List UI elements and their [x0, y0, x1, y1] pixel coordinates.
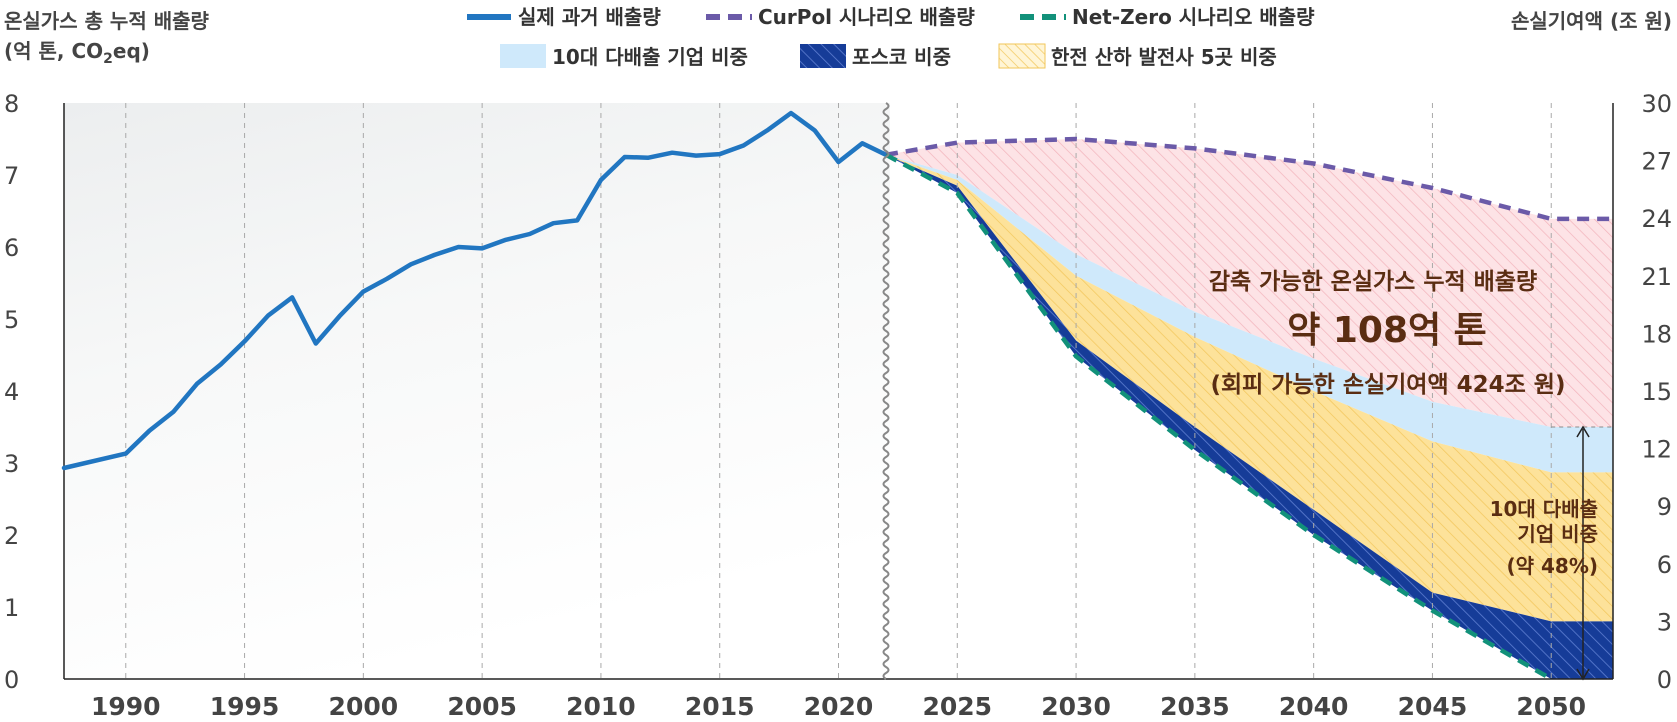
top10-share-value: (약 48%) [1506, 554, 1598, 578]
y-tick-label-right: 15 [1641, 378, 1672, 406]
y-tick-label-right: 27 [1641, 148, 1672, 176]
x-tick-label: 2010 [566, 692, 636, 721]
legend-label-posco: 포스코 비중 [852, 45, 951, 69]
top10-share-label-line2: 기업 비중 [1517, 522, 1598, 546]
x-tick-label: 2005 [447, 692, 517, 721]
series-line-0 [61, 110, 889, 471]
y-tick-label-right: 12 [1641, 436, 1672, 464]
top10-band [886, 154, 1613, 473]
x-tick-label: 2025 [922, 692, 992, 721]
top10-share-label-line1: 10대 다배출 [1490, 497, 1598, 521]
legend-label-top10: 10대 다배출 기업 비중 [552, 45, 748, 69]
x-tick-label: 2030 [1041, 692, 1111, 721]
x-tick-label: 2035 [1160, 692, 1230, 721]
posco-band [886, 154, 1613, 679]
y-tick-label-right: 3 [1657, 608, 1672, 636]
series-line-1 [885, 136, 1613, 222]
y-tick-label-left: 3 [4, 450, 19, 478]
y-tick-label-left: 2 [4, 522, 19, 550]
x-tick-label: 2050 [1516, 692, 1586, 721]
reduction-value: 약 108억 톤 [1287, 310, 1487, 351]
legend-item-actual: 실제 과거 배출량 [467, 5, 661, 29]
y-tick-label-right: 6 [1657, 551, 1672, 579]
y-tick-label-right: 9 [1657, 493, 1672, 521]
legend-item-top10: 10대 다배출 기업 비중 [500, 44, 748, 69]
top10-share-arrow-head-down [1576, 668, 1590, 681]
legend-item-curpol: CurPol 시나리오 배출량 [706, 5, 975, 29]
x-tick-label: 2000 [329, 692, 399, 721]
y-tick-label-right: 21 [1641, 263, 1672, 291]
left-axis-title-line1: 온실가스 총 누적 배출량 [4, 9, 209, 33]
y-tick-label-right: 0 [1657, 666, 1672, 694]
x-tick-label: 2015 [685, 692, 755, 721]
y-tick-label-left: 5 [4, 306, 19, 334]
y-tick-label-left: 8 [4, 90, 19, 118]
y-tick-label-left: 4 [4, 378, 19, 406]
plot-area [64, 103, 1613, 679]
history-projection-separator [882, 102, 890, 680]
reduction-label: 감축 가능한 온실가스 누적 배출량 [1209, 269, 1537, 295]
history-background [64, 103, 890, 679]
x-tick-label: 2045 [1398, 692, 1468, 721]
legend-swatch-kepco [998, 43, 1046, 69]
y-tick-label-left: 7 [4, 162, 19, 190]
top10-share-annotation: 10대 다배출 기업 비중 (약 48%) [1490, 425, 1598, 681]
reduction-annotation: 감축 가능한 온실가스 누적 배출량 약 108억 톤 (회피 가능한 손실기여… [1209, 269, 1566, 398]
right-axis-title: 손실기여액 (조 원) [1511, 9, 1672, 33]
legend-item-posco: 포스코 비중 [800, 44, 951, 69]
legend-swatch-top10 [500, 44, 546, 68]
x-tick-label: 2020 [804, 692, 874, 721]
legend-swatch-posco [800, 44, 846, 68]
y-tick-label-left: 0 [4, 666, 19, 694]
legend-label-actual: 실제 과거 배출량 [518, 5, 661, 29]
x-tick-label: 1995 [210, 692, 280, 721]
y-tick-label-right: 18 [1641, 320, 1672, 348]
y-tick-label-right: 24 [1641, 205, 1672, 233]
legend-item-kepco: 한전 산하 발전사 5곳 비중 [998, 43, 1277, 69]
kepco-band [886, 154, 1613, 622]
y-tick-label-left: 6 [4, 234, 19, 262]
y-tick-label-right: 30 [1641, 90, 1672, 118]
y-tick-label-left: 1 [4, 594, 19, 622]
x-tick-label: 2040 [1279, 692, 1349, 721]
legend-item-netzero: Net-Zero 시나리오 배출량 [1020, 5, 1315, 29]
series-line-2 [884, 152, 1553, 681]
legend-label-kepco: 한전 산하 발전사 5곳 비중 [1051, 45, 1277, 69]
legend-label-netzero: Net-Zero 시나리오 배출량 [1072, 5, 1315, 29]
left-axis-title-line2: (억 톤, CO2eq) [4, 39, 150, 67]
legend: 실제 과거 배출량 CurPol 시나리오 배출량 Net-Zero 시나리오 … [467, 5, 1315, 69]
avoided-loss-label: (회피 가능한 손실기여액 424조 원) [1211, 372, 1566, 398]
x-tick-label: 1990 [91, 692, 161, 721]
legend-label-curpol: CurPol 시나리오 배출량 [758, 5, 975, 29]
top10-share-arrow-head-up [1576, 425, 1590, 438]
reduction-band [886, 139, 1613, 427]
